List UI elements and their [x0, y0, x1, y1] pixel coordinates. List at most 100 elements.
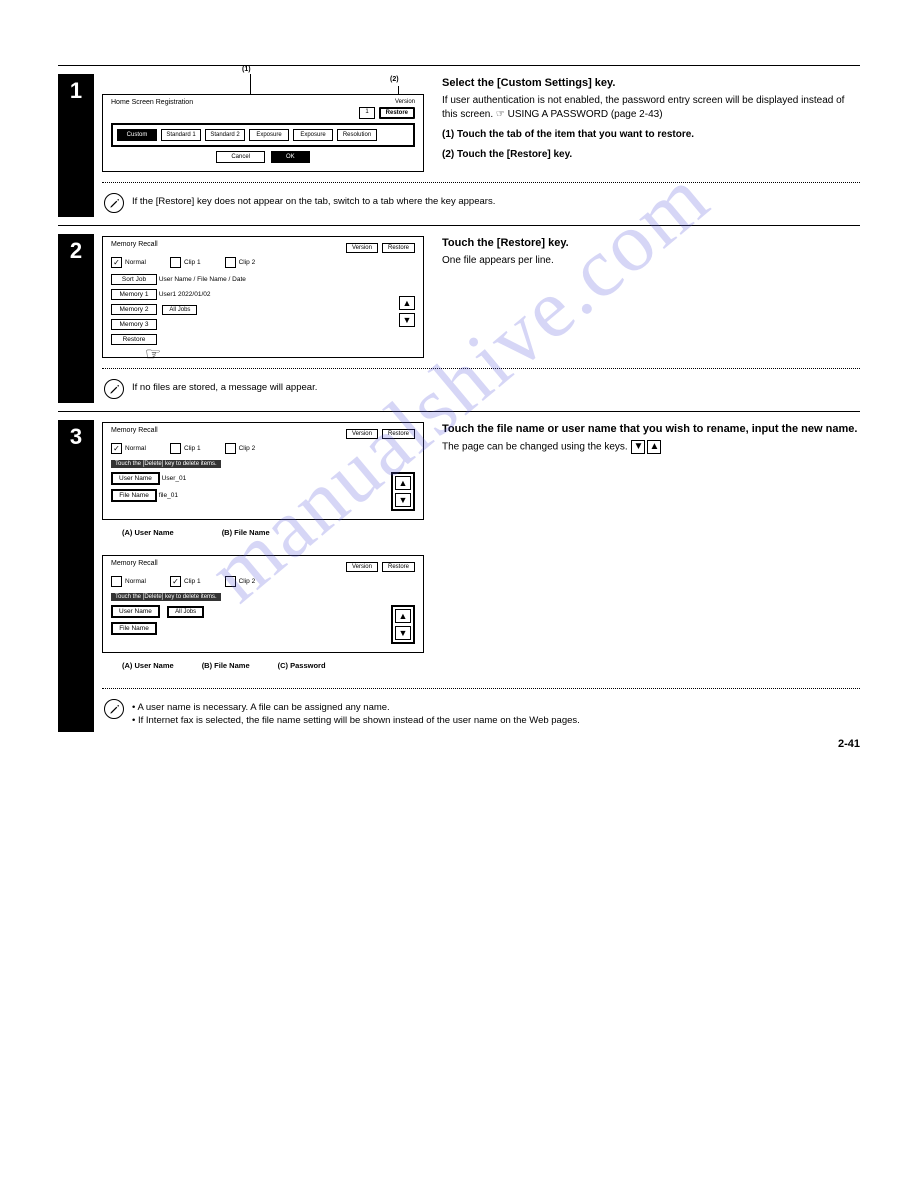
- row-mem2-filter[interactable]: All Jobs: [162, 305, 197, 315]
- arrow-down-2[interactable]: ▼: [399, 313, 415, 327]
- screen-1-ver: Version: [359, 99, 415, 105]
- row-file-3a[interactable]: File Name: [111, 489, 157, 502]
- arrow-up-3b[interactable]: ▲: [395, 609, 411, 623]
- arrow-down-inline: ▼: [631, 440, 645, 454]
- opt-exp2[interactable]: Exposure: [293, 129, 333, 141]
- row-filter-3b[interactable]: All Jobs: [167, 606, 204, 618]
- ck-normal-3a[interactable]: [111, 443, 122, 454]
- ck-clip2-lbl: Clip 2: [239, 259, 256, 266]
- tab-ver-3a[interactable]: Version: [346, 429, 378, 439]
- ck-clip2-3b-lbl: Clip 2: [239, 578, 256, 585]
- ck-clip1-3a-lbl: Clip 1: [184, 445, 201, 452]
- screen-2-title: Memory Recall: [111, 241, 158, 248]
- rule-2: [58, 225, 860, 226]
- label-b-3a: (B) File Name: [222, 528, 270, 537]
- row-user-3b[interactable]: User Name: [111, 605, 160, 618]
- tab-restore-3a[interactable]: Restore: [382, 429, 415, 439]
- opt-exp[interactable]: Exposure: [249, 129, 289, 141]
- callout-2: (2): [390, 76, 399, 83]
- step-3-text: Touch the file name or user name that yo…: [442, 422, 860, 678]
- page: 1 (1) (2) Home Screen Registration Versi…: [0, 0, 918, 780]
- tab-1[interactable]: 1: [359, 107, 374, 119]
- ck-clip1-3b-lbl: Clip 1: [184, 578, 201, 585]
- note-1-text: If the [Restore] key does not appear on …: [132, 191, 495, 208]
- tab-restore-3b[interactable]: Restore: [382, 562, 415, 572]
- row-mem1-txt: User1 2022/01/02: [159, 291, 211, 298]
- screen-2: Memory Recall Version Restore Normal Cli…: [102, 236, 424, 358]
- note-2-text: If no files are stored, a message will a…: [132, 377, 317, 394]
- ck-normal-3a-lbl: Normal: [125, 445, 146, 452]
- page-number: 2-41: [838, 738, 860, 750]
- dotted-1: [102, 182, 860, 183]
- ck-clip1[interactable]: [170, 257, 181, 268]
- step-1-sub: (1) Touch the tab of the item that you w…: [442, 128, 860, 142]
- ck-clip1-3a[interactable]: [170, 443, 181, 454]
- step-2-text: Touch the [Restore] key. One file appear…: [442, 236, 860, 358]
- note-1: If the [Restore] key does not appear on …: [102, 191, 860, 213]
- btn-cancel[interactable]: Cancel: [216, 151, 265, 163]
- dotted-2: [102, 368, 860, 369]
- del-bar-3a: Touch the [Delete] key to delete items.: [111, 460, 221, 468]
- option-row: Custom Standard 1 Standard 2 Exposure Ex…: [111, 123, 415, 147]
- row-user-3a[interactable]: User Name: [111, 472, 160, 485]
- step-2: 2 Memory Recall Version Restore: [58, 234, 860, 403]
- row-mem3[interactable]: Memory 3: [111, 319, 157, 330]
- ck-clip2-3b[interactable]: [225, 576, 236, 587]
- label-b-3b: (B) File Name: [202, 661, 250, 670]
- pencil-icon: [104, 379, 124, 399]
- note-3-text: • A user name is necessary. A file can b…: [132, 697, 580, 728]
- opt-std1[interactable]: Standard 1: [161, 129, 201, 141]
- step-3-num: 3: [58, 420, 94, 732]
- row-file-3b[interactable]: File Name: [111, 622, 157, 635]
- ck-clip1-lbl: Clip 1: [184, 259, 201, 266]
- step-1-text: Select the [Custom Settings] key. If use…: [442, 76, 860, 172]
- rule-3: [58, 411, 860, 412]
- row-sort-txt: User Name / File Name / Date: [159, 276, 246, 283]
- top-rule: [58, 65, 860, 66]
- tab-ver-3b[interactable]: Version: [346, 562, 378, 572]
- label-a-3a: (A) User Name: [122, 528, 174, 537]
- tab-restore-2[interactable]: Restore: [382, 243, 415, 253]
- step-3: 3 Memory Recall Version Restore: [58, 420, 860, 732]
- step-1-body: If user authentication is not enabled, t…: [442, 94, 860, 122]
- screen-3b-title: Memory Recall: [111, 560, 158, 567]
- ck-normal-3b-lbl: Normal: [125, 578, 146, 585]
- tab-restore[interactable]: Restore: [379, 107, 415, 119]
- ck-normal[interactable]: [111, 257, 122, 268]
- pencil-icon: [104, 193, 124, 213]
- screen-3a: Memory Recall Version Restore Normal Cli…: [102, 422, 424, 520]
- screen-1-title: Home Screen Registration: [111, 99, 193, 106]
- row-mem2[interactable]: Memory 2: [111, 304, 157, 315]
- ck-normal-3b[interactable]: [111, 576, 122, 587]
- arrow-down-3a[interactable]: ▼: [395, 493, 411, 507]
- step-3-body: The page can be changed using the keys. …: [442, 440, 860, 455]
- note-2: If no files are stored, a message will a…: [102, 377, 860, 399]
- screen-1: Home Screen Registration Version 1 Resto…: [102, 94, 424, 172]
- ck-clip2[interactable]: [225, 257, 236, 268]
- arrow-down-3b[interactable]: ▼: [395, 626, 411, 640]
- step-1-title: Select the [Custom Settings] key.: [442, 76, 860, 91]
- step-1: 1 (1) (2) Home Screen Registration Versi…: [58, 74, 860, 217]
- opt-custom[interactable]: Custom: [117, 129, 157, 141]
- step-2-body: One file appears per line.: [442, 254, 860, 268]
- cursor-icon: ☞: [145, 344, 161, 365]
- row-mem1[interactable]: Memory 1: [111, 289, 157, 300]
- arrow-up-2[interactable]: ▲: [399, 296, 415, 310]
- step-1-num: 1: [58, 74, 94, 217]
- screen-3a-title: Memory Recall: [111, 427, 158, 434]
- tab-ver-2[interactable]: Version: [346, 243, 378, 253]
- opt-res[interactable]: Resolution: [337, 129, 377, 141]
- callout-1: (1): [242, 66, 251, 73]
- step-1-sub2: (2) Touch the [Restore] key.: [442, 148, 860, 162]
- opt-std2[interactable]: Standard 2: [205, 129, 245, 141]
- btn-ok[interactable]: OK: [271, 151, 310, 163]
- ck-clip1-3b[interactable]: [170, 576, 181, 587]
- ck-clip2-3a[interactable]: [225, 443, 236, 454]
- step-3-body-txt: The page can be changed using the keys.: [442, 442, 628, 453]
- row-sort[interactable]: Sort Job: [111, 274, 157, 285]
- ck-normal-lbl: Normal: [125, 259, 146, 266]
- step-2-title: Touch the [Restore] key.: [442, 236, 860, 251]
- pencil-icon: [104, 699, 124, 719]
- arrow-up-3a[interactable]: ▲: [395, 476, 411, 490]
- label-c-3b: (C) Password: [278, 661, 326, 670]
